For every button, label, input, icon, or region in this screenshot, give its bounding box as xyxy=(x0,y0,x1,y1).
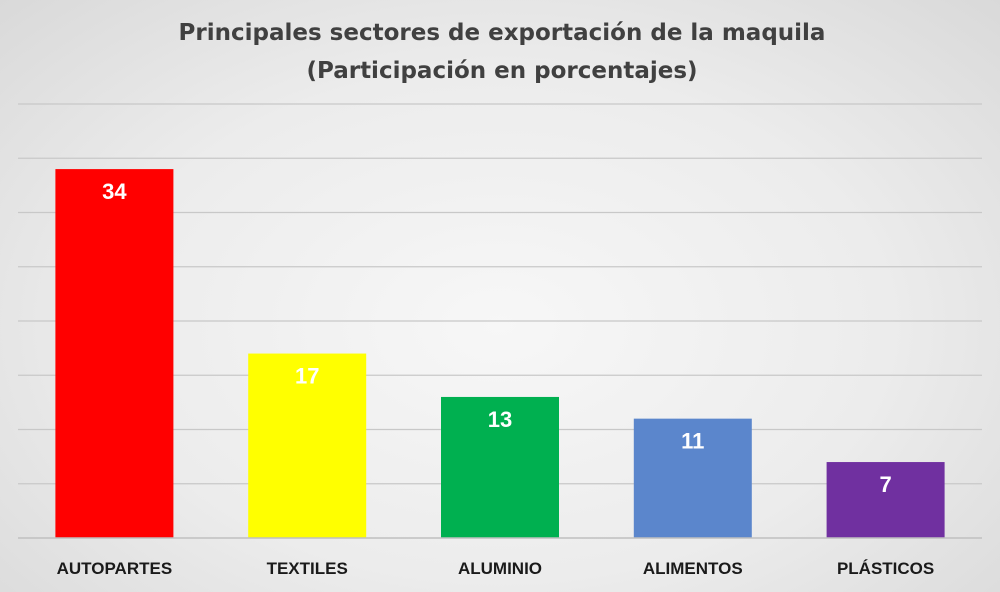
data-label-alimentos: 11 xyxy=(681,429,704,454)
category-labels: AUTOPARTES TEXTILES ALUMINIO ALIMENTOS PLÁST… xyxy=(57,559,935,578)
bars xyxy=(55,169,945,538)
category-label-plasticos: PLÁSTICOS xyxy=(837,559,934,578)
data-label-autopartes: 34 xyxy=(102,179,127,204)
data-labels: 34 17 13 11 7 xyxy=(102,179,892,497)
category-label-autopartes: AUTOPARTES xyxy=(57,559,173,578)
gridlines xyxy=(18,103,982,485)
category-label-aluminio: ALUMINIO xyxy=(458,559,542,578)
category-label-textiles: TEXTILES xyxy=(267,559,348,578)
bar-alimentos xyxy=(633,418,752,538)
bar-textiles xyxy=(248,353,367,538)
bar-plasticos xyxy=(826,462,945,538)
category-label-alimentos: ALIMENTOS xyxy=(643,559,743,578)
chart-subtitle: (Participación en porcentajes) xyxy=(306,58,697,84)
data-label-aluminio: 13 xyxy=(488,407,512,432)
data-label-plasticos: 7 xyxy=(879,472,891,497)
data-label-textiles: 17 xyxy=(295,364,319,389)
chart-title: Principales sectores de exportación de l… xyxy=(179,20,826,46)
bar-autopartes xyxy=(55,169,174,538)
bar-aluminio xyxy=(441,396,559,538)
